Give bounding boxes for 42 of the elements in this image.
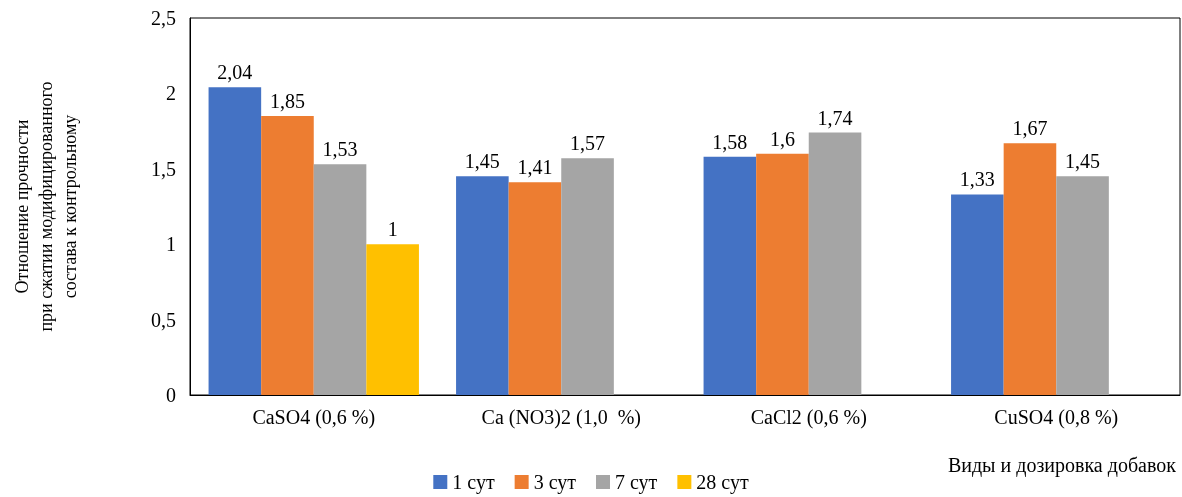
x-tick-label: CaCl2 (0,6 %): [750, 406, 867, 429]
bar: [951, 194, 1004, 395]
bar: [808, 132, 862, 395]
legend-label: 7 сут: [615, 471, 658, 494]
bar: [561, 158, 614, 395]
bar: [313, 164, 367, 395]
x-tick-label: CaSO4 (0,6 %): [252, 406, 376, 429]
y-tick-label: 1: [166, 233, 176, 256]
data-label: 1,85: [269, 90, 305, 113]
x-tick-label: CuSO4 (0,8 %): [994, 406, 1119, 429]
y-tick-label: 0: [166, 384, 176, 406]
data-label: 1,58: [712, 130, 748, 153]
x-tick-label: Ca (NO3)2 (1,0 %): [481, 406, 641, 429]
data-label: 1,74: [817, 106, 853, 129]
data-label: 1,57: [570, 132, 606, 155]
data-label: 1,45: [1065, 150, 1101, 173]
data-label: 1,33: [959, 168, 995, 191]
bar: [208, 87, 262, 395]
bar: [456, 176, 509, 395]
legend-label: 3 сут: [533, 471, 577, 494]
data-label: 1,67: [1012, 117, 1048, 140]
data-label: 1,53: [322, 138, 358, 161]
data-label: 2,04: [217, 61, 253, 84]
bar: [756, 153, 809, 395]
bar: [703, 156, 757, 395]
y-tick-label: 2: [166, 82, 176, 105]
bar: [261, 116, 314, 395]
bar: [1003, 143, 1057, 395]
data-label: 1,45: [464, 150, 500, 173]
y-tick-label: 0,5: [151, 308, 176, 331]
data-label: 1,41: [517, 156, 553, 179]
data-label: 1: [387, 218, 398, 241]
data-label: 1,6: [769, 127, 795, 150]
y-axis-title: Отношение прочности при сжатии модифицированного состава к контрольному: [12, 81, 80, 332]
y-tick-label: 2,5: [151, 7, 176, 29]
legend-label: 1 сут: [452, 471, 495, 494]
bar: [1056, 176, 1109, 395]
bar: [508, 182, 562, 395]
bar: [366, 244, 419, 395]
x-axis-title: Виды и дозировка добавок: [947, 454, 1177, 477]
legend-label: 28 сут: [696, 471, 749, 494]
y-tick-label: 1,5: [151, 157, 176, 180]
